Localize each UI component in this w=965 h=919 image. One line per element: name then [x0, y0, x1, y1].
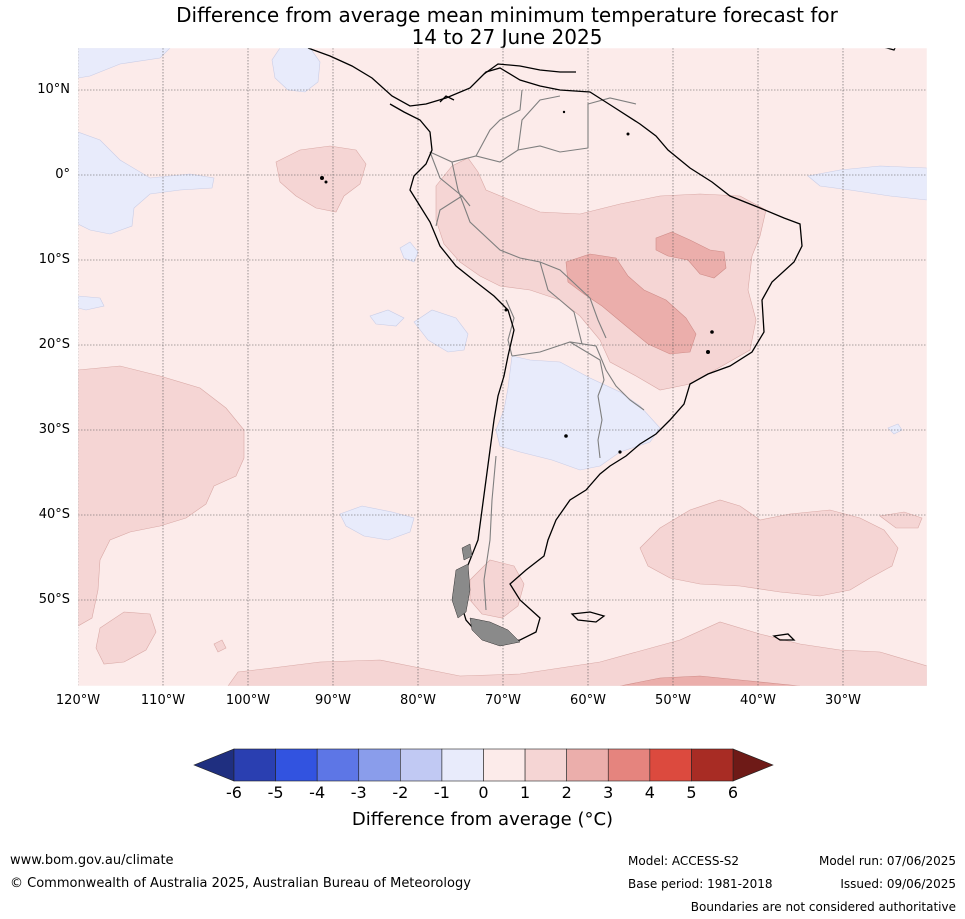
lon-label-110w: 110°W [140, 693, 186, 708]
map-frame [77, 47, 928, 687]
colorbar [193, 748, 774, 782]
cool-region-small-a [399, 241, 419, 263]
small-islands [320, 110, 714, 454]
cool-region-west-10s [78, 295, 105, 311]
warm-region-patagonia [469, 559, 525, 619]
cool-region-northwest [78, 48, 171, 79]
colorbar-segment [400, 748, 443, 782]
colorbar-over-triangle [732, 748, 774, 782]
colorbar-segment [691, 748, 734, 782]
colorbar-segment [316, 748, 360, 782]
colorbar-tick-label: 1 [519, 783, 531, 802]
warm-region-south-atlantic [639, 499, 899, 597]
lat-label-20s: 20°S [38, 337, 70, 352]
warm-region-south-bottom-deep [619, 675, 801, 686]
colorbar-segment [566, 748, 609, 782]
warm-region-east-small [879, 511, 923, 529]
colorbar-title: Difference from average (°C) [351, 809, 614, 830]
colorbar-tick-label: -6 [226, 783, 242, 802]
cool-region-small-c [887, 423, 903, 435]
colorbar-tick-label: -3 [350, 783, 367, 802]
lat-label-40s: 40°S [38, 507, 70, 522]
colorbar-tick-label: 4 [644, 783, 655, 802]
title-line-1: Difference from average mean minimum tem… [176, 3, 838, 27]
cool-region-southeast-pacific [339, 505, 415, 541]
footer-issued: Issued: 09/06/2025 [840, 877, 956, 891]
footer-model: Model: ACCESS-S2 [628, 854, 740, 868]
lon-label-50w: 50°W [655, 693, 691, 708]
lon-label-60w: 60°W [570, 693, 606, 708]
cool-region-west-of-peru [413, 309, 469, 353]
cool-region-east-atlantic [807, 165, 927, 201]
warm-region-small-pacific [213, 639, 227, 653]
colorbar-tick-label: -2 [392, 783, 409, 802]
colorbar-tick-label: 2 [561, 783, 572, 802]
warm-region-brazil-core [565, 253, 697, 355]
lat-label-30s: 30°S [38, 422, 70, 437]
lat-label-10n: 10°N [37, 82, 70, 97]
colorbar-tick-label: -5 [267, 783, 284, 802]
lon-label-70w: 70°W [485, 693, 521, 708]
colorbar-tick-label: 0 [478, 783, 489, 802]
colorbar-segment [233, 748, 276, 782]
colorbar-segment [607, 748, 651, 782]
colorbar-under-triangle [193, 748, 235, 782]
cool-region-north-central [271, 48, 321, 93]
map-plot-area [78, 48, 927, 686]
warm-region-brazil-north [655, 231, 727, 279]
colorbar-tick-label: -1 [433, 783, 450, 802]
footer-model-run: Model run: 07/06/2025 [818, 854, 956, 868]
lon-label-80w: 80°W [400, 693, 436, 708]
colorbar-segment [358, 748, 401, 782]
lon-label-90w: 90°W [315, 693, 351, 708]
cool-region-west-equator [78, 131, 215, 235]
lat-label-50s: 50°S [38, 592, 70, 607]
colorbar-tick-label: 5 [686, 783, 697, 802]
lat-label-0: 0° [55, 167, 70, 182]
map-title: Difference from average mean minimum tem… [0, 4, 965, 48]
colorbar-tick-label: 3 [603, 783, 614, 802]
cool-region-small-b [369, 309, 405, 327]
footer-base-period: Base period: 1981-2018 [628, 877, 773, 891]
colorbar-tick-label: -4 [309, 783, 326, 802]
cool-region-argentina [495, 355, 661, 471]
colorbar-segment [275, 748, 318, 782]
lon-label-100w: 100°W [225, 693, 271, 708]
colorbar-segment [524, 748, 567, 782]
colorbar-tick-label: 6 [727, 783, 739, 802]
title-line-2: 14 to 27 June 2025 [411, 25, 603, 49]
lat-label-10s: 10°S [38, 252, 70, 267]
lon-label-120w: 120°W [55, 693, 101, 708]
colorbar-segment [649, 748, 692, 782]
colorbar-segment [483, 748, 526, 782]
warm-region-southeast-pacific-large [78, 365, 245, 627]
footer-url[interactable]: www.bom.gov.au/climate [10, 853, 174, 868]
footer-copyright: © Commonwealth of Australia 2025, Austra… [10, 876, 471, 891]
lon-label-30w: 30°W [825, 693, 861, 708]
colorbar-segment [441, 748, 484, 782]
warm-region-south-bottom [227, 621, 927, 686]
country-borders [429, 89, 645, 611]
footer-boundaries-note: Boundaries are not considered authoritat… [690, 900, 956, 914]
archipelago-islands [451, 543, 521, 647]
coastline [307, 48, 896, 645]
lon-label-40w: 40°W [740, 693, 776, 708]
warm-region-pacific-south-patch [95, 611, 157, 665]
